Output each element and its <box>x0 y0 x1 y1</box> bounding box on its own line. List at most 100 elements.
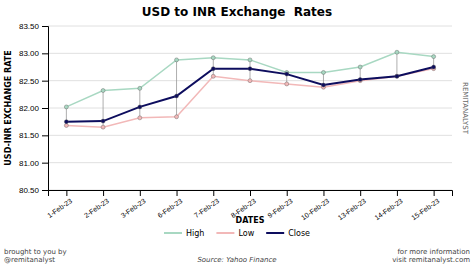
series-point <box>211 67 215 71</box>
footer-text: brought to you by@remitanalyst <box>4 248 67 264</box>
series-point <box>248 58 252 62</box>
series-point <box>395 74 399 78</box>
y-tick-label: 83.50 <box>19 22 40 31</box>
series <box>64 67 435 129</box>
y-tick: 82.00 <box>19 104 48 113</box>
x-tick: 1-Feb-23 <box>46 190 73 219</box>
series-point <box>395 50 399 54</box>
x-tick-label: 6-Feb-23 <box>156 197 183 219</box>
chart-container: 80.5081.0081.5082.0082.5083.0083.501-Feb… <box>0 0 474 266</box>
x-tick-label: 15-Feb-23 <box>410 197 441 221</box>
stems <box>66 52 433 127</box>
grid-line <box>48 26 452 27</box>
legend-item: Low <box>216 229 254 238</box>
x-tick-label: 10-Feb-23 <box>300 197 331 221</box>
footer-text: for more informationvisit remitanalyst.c… <box>392 248 470 264</box>
series-point <box>64 120 68 124</box>
series-point <box>101 125 105 129</box>
y-tick: 81.50 <box>19 131 48 140</box>
grid-line <box>48 135 452 136</box>
y-axis: 80.5081.0081.5082.0082.5083.0083.50 <box>19 22 49 195</box>
y-tick-label: 81.50 <box>19 131 40 140</box>
x-tick-label: 9-Feb-23 <box>266 197 293 219</box>
y-axis-title: USD-INR EXCHANGE RATE <box>4 50 13 165</box>
y-tick-mark <box>42 108 48 109</box>
x-tick-mark <box>434 190 435 196</box>
x-tick: 8-Feb-23 <box>230 190 257 219</box>
series-line <box>66 67 433 122</box>
series-point <box>175 115 179 119</box>
x-axis-title: DATES <box>236 216 265 225</box>
x-tick-mark <box>177 190 178 196</box>
y-tick-mark <box>42 163 48 164</box>
x-tick-label: 7-Feb-23 <box>193 197 220 219</box>
x-tick: 13-Feb-23 <box>337 190 368 221</box>
series-point <box>432 65 436 69</box>
footer-text: Source: Yahoo Finance <box>197 256 276 264</box>
y-tick-mark <box>42 190 48 191</box>
x-tick-mark <box>323 190 324 196</box>
stem <box>396 52 397 76</box>
grid-line <box>48 162 452 163</box>
x-tick-label: 14-Feb-23 <box>373 197 404 221</box>
stem <box>139 88 140 118</box>
series-point <box>248 79 252 83</box>
y-axis-line <box>42 27 49 191</box>
x-tick-mark <box>250 190 251 196</box>
y-tick: 80.50 <box>19 186 48 195</box>
grid <box>48 26 452 190</box>
y-tick: 82.50 <box>19 77 48 86</box>
legend-swatch <box>266 232 284 234</box>
series-point <box>101 119 105 123</box>
series-point <box>358 65 362 69</box>
y-tick-mark <box>42 135 48 136</box>
x-tick-mark <box>287 190 288 196</box>
y-tick-label: 82.50 <box>19 77 40 86</box>
y-tick-label: 82.00 <box>19 104 40 113</box>
x-axis-line <box>49 191 453 197</box>
y-tick-mark <box>42 81 48 82</box>
x-tick: 9-Feb-23 <box>266 190 293 219</box>
series-point <box>395 74 399 78</box>
title: USD to INR Exchange Rates <box>142 5 332 19</box>
legend-label: Close <box>288 229 310 238</box>
x-tick-mark <box>140 190 141 196</box>
x-tick: 7-Feb-23 <box>193 190 220 219</box>
series-point <box>321 83 325 87</box>
series-point <box>138 116 142 120</box>
y-tick-mark <box>42 26 48 27</box>
x-tick: 3-Feb-23 <box>119 190 146 219</box>
series <box>64 50 435 109</box>
marks <box>64 50 435 129</box>
series-point <box>285 82 289 86</box>
plot-area: 80.5081.0081.5082.0082.5083.0083.501-Feb… <box>19 22 453 221</box>
y-tick-label: 81.00 <box>19 159 40 168</box>
x-tick-label: 2-Feb-23 <box>83 197 110 219</box>
series-line <box>66 52 433 107</box>
x-tick-mark <box>66 190 67 196</box>
series-point <box>175 94 179 98</box>
series-point <box>321 70 325 74</box>
x-tick: 2-Feb-23 <box>83 190 110 219</box>
legend-label: High <box>186 229 204 238</box>
x-tick: 14-Feb-23 <box>373 190 404 221</box>
series-point <box>138 86 142 90</box>
legend-swatch <box>216 232 234 234</box>
y-tick: 83.50 <box>19 22 48 31</box>
x-tick-label: 1-Feb-23 <box>46 197 73 219</box>
series-point <box>211 74 215 78</box>
watermark: REMITANALYST <box>461 82 469 135</box>
series-point <box>138 105 142 109</box>
x-tick-mark <box>213 190 214 196</box>
series-point <box>358 78 362 82</box>
x-tick: 6-Feb-23 <box>156 190 183 219</box>
x-tick-mark <box>397 190 398 196</box>
series-point <box>101 89 105 93</box>
series-point <box>211 56 215 60</box>
series <box>64 65 435 124</box>
series-point <box>64 123 68 127</box>
legend-swatch <box>164 232 182 234</box>
y-tick-mark <box>42 53 48 54</box>
legend-item: Close <box>266 229 310 238</box>
grid-line <box>48 108 452 109</box>
